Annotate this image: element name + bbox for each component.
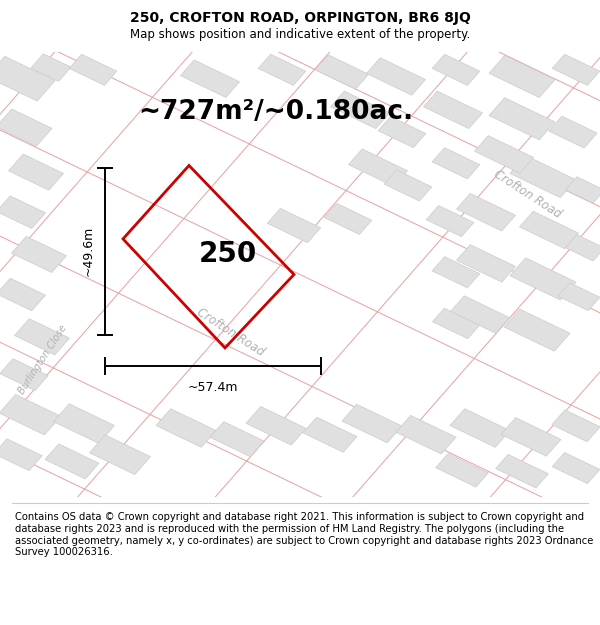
Polygon shape: [11, 236, 67, 272]
Polygon shape: [53, 404, 115, 444]
Text: Crofton Road: Crofton Road: [492, 168, 564, 221]
Text: Burlington Close: Burlington Close: [17, 322, 70, 396]
Polygon shape: [367, 58, 425, 95]
Polygon shape: [8, 154, 64, 190]
Polygon shape: [475, 136, 533, 173]
Polygon shape: [451, 296, 509, 333]
Polygon shape: [450, 409, 510, 447]
Text: Contains OS data © Crown copyright and database right 2021. This information is : Contains OS data © Crown copyright and d…: [15, 512, 593, 557]
Polygon shape: [558, 282, 600, 311]
Polygon shape: [342, 404, 402, 443]
Polygon shape: [384, 170, 432, 201]
Polygon shape: [565, 234, 600, 261]
Polygon shape: [349, 149, 407, 186]
Polygon shape: [433, 308, 479, 339]
Polygon shape: [0, 439, 42, 471]
Polygon shape: [89, 435, 151, 474]
Polygon shape: [14, 319, 70, 355]
Polygon shape: [181, 60, 239, 98]
Polygon shape: [432, 148, 480, 179]
Text: Crofton Road: Crofton Road: [195, 306, 267, 359]
Text: 250: 250: [199, 241, 257, 269]
Polygon shape: [457, 194, 515, 231]
Polygon shape: [45, 444, 99, 479]
Polygon shape: [396, 416, 456, 454]
Polygon shape: [496, 454, 548, 488]
Polygon shape: [552, 54, 600, 86]
Polygon shape: [0, 196, 46, 229]
Polygon shape: [432, 54, 480, 86]
Polygon shape: [378, 116, 426, 148]
Text: ~49.6m: ~49.6m: [81, 226, 94, 276]
Polygon shape: [0, 359, 48, 391]
Polygon shape: [331, 91, 389, 129]
Polygon shape: [436, 454, 488, 487]
Polygon shape: [501, 418, 561, 456]
Text: ~727m²/~0.180ac.: ~727m²/~0.180ac.: [138, 99, 413, 125]
Polygon shape: [0, 56, 55, 101]
Polygon shape: [316, 55, 368, 89]
Polygon shape: [156, 409, 216, 447]
Polygon shape: [31, 54, 71, 81]
Polygon shape: [552, 452, 600, 484]
Polygon shape: [520, 211, 578, 249]
Polygon shape: [549, 116, 597, 148]
Polygon shape: [0, 394, 61, 435]
Polygon shape: [489, 56, 555, 98]
Polygon shape: [424, 91, 482, 129]
Polygon shape: [258, 54, 306, 86]
Polygon shape: [0, 278, 46, 311]
Text: ~57.4m: ~57.4m: [188, 381, 238, 394]
Text: 250, CROFTON ROAD, ORPINGTON, BR6 8JQ: 250, CROFTON ROAD, ORPINGTON, BR6 8JQ: [130, 11, 470, 26]
Polygon shape: [268, 208, 320, 242]
Polygon shape: [504, 309, 570, 351]
Polygon shape: [0, 109, 52, 146]
Polygon shape: [489, 98, 555, 140]
Polygon shape: [69, 54, 117, 86]
Polygon shape: [510, 156, 576, 198]
Polygon shape: [324, 203, 372, 234]
Polygon shape: [246, 406, 306, 445]
Polygon shape: [432, 257, 480, 288]
Polygon shape: [552, 410, 600, 442]
Polygon shape: [565, 177, 600, 203]
Polygon shape: [426, 206, 474, 237]
Polygon shape: [457, 244, 515, 282]
Polygon shape: [303, 417, 357, 452]
Polygon shape: [510, 258, 576, 300]
Text: Map shows position and indicative extent of the property.: Map shows position and indicative extent…: [130, 28, 470, 41]
Polygon shape: [210, 422, 264, 457]
